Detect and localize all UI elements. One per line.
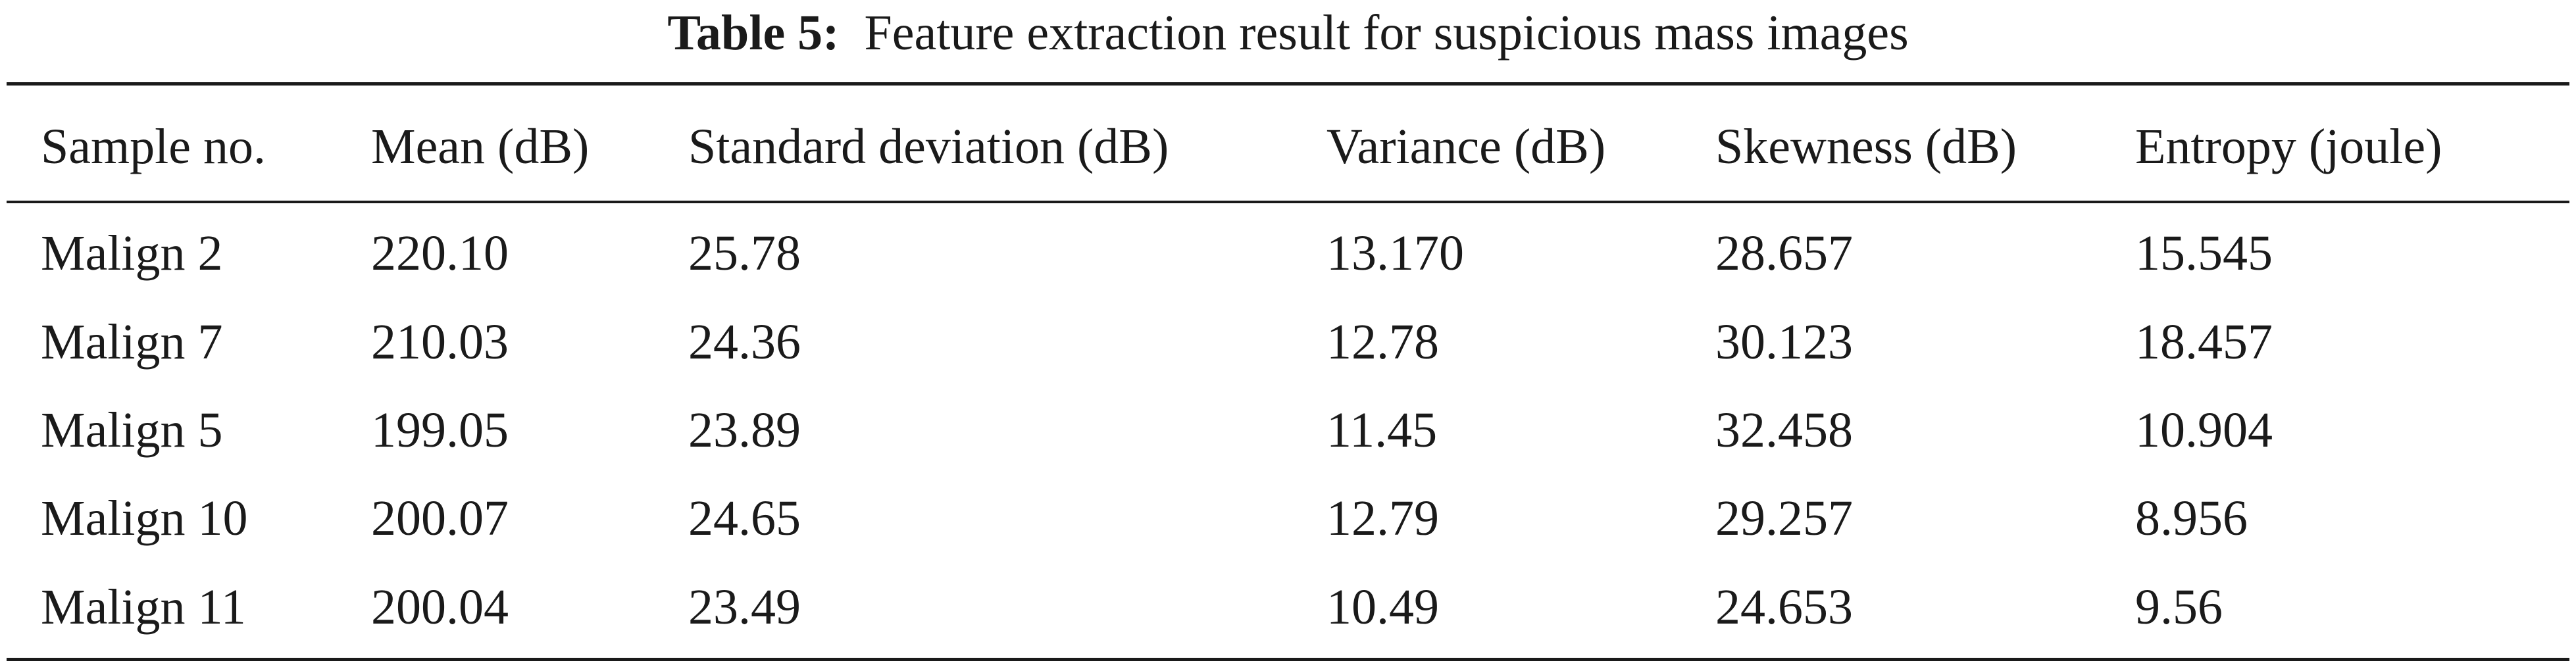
cell-entropy: 9.56 [2135, 580, 2223, 635]
cell-sample-no: Malign 5 [41, 403, 223, 458]
table-top-rule [7, 82, 2569, 86]
cell-entropy: 8.956 [2135, 491, 2248, 546]
cell-standard-deviation: 23.49 [688, 580, 801, 635]
cell-skewness: 24.653 [1715, 580, 1853, 635]
header-mean: Mean (dB) [371, 119, 590, 174]
cell-skewness: 29.257 [1715, 491, 1853, 546]
cell-mean: 220.10 [371, 226, 509, 281]
header-sample-no: Sample no. [41, 119, 266, 174]
cell-variance: 11.45 [1326, 403, 1438, 458]
cell-entropy: 18.457 [2135, 314, 2273, 370]
header-variance: Variance (dB) [1326, 119, 1606, 174]
cell-variance: 12.79 [1326, 491, 1439, 546]
header-entropy: Entropy (joule) [2135, 119, 2442, 174]
cell-standard-deviation: 24.65 [688, 491, 801, 546]
cell-variance: 10.49 [1326, 580, 1439, 635]
cell-variance: 12.78 [1326, 314, 1439, 370]
cell-skewness: 28.657 [1715, 226, 1853, 281]
cell-standard-deviation: 23.89 [688, 403, 801, 458]
cell-sample-no: Malign 2 [41, 226, 223, 281]
table-bottom-rule [7, 658, 2569, 661]
cell-skewness: 32.458 [1715, 403, 1853, 458]
table-caption-label: Table 5: [667, 5, 840, 61]
cell-standard-deviation: 25.78 [688, 226, 801, 281]
cell-standard-deviation: 24.36 [688, 314, 801, 370]
table-caption: Table 5: Feature extraction result for s… [0, 1, 2576, 64]
table-header-rule [7, 201, 2569, 203]
cell-skewness: 30.123 [1715, 314, 1853, 370]
cell-entropy: 10.904 [2135, 403, 2273, 458]
cell-mean: 199.05 [371, 403, 509, 458]
cell-variance: 13.170 [1326, 226, 1464, 281]
cell-sample-no: Malign 7 [41, 314, 223, 370]
cell-mean: 200.07 [371, 491, 509, 546]
cell-entropy: 15.545 [2135, 226, 2273, 281]
cell-sample-no: Malign 11 [41, 580, 246, 635]
cell-mean: 210.03 [371, 314, 509, 370]
header-standard-deviation: Standard deviation (dB) [688, 119, 1169, 174]
header-skewness: Skewness (dB) [1715, 119, 2017, 174]
cell-mean: 200.04 [371, 580, 509, 635]
table-caption-text: Feature extraction result for suspicious… [864, 5, 1909, 61]
cell-sample-no: Malign 10 [41, 491, 248, 546]
